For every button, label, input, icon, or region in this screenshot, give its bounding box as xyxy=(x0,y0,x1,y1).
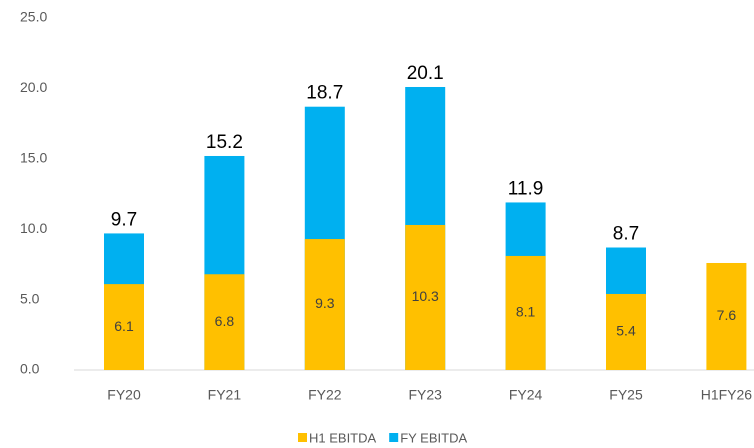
x-tick-label: FY22 xyxy=(308,387,342,403)
bar xyxy=(204,274,245,370)
value-label: 10.3 xyxy=(412,288,439,304)
y-tick-label: 10.0 xyxy=(20,220,47,236)
x-tick-label: H1FY26 xyxy=(701,387,753,403)
value-label: 6.1 xyxy=(114,318,134,334)
value-label: 20.1 xyxy=(407,63,444,84)
value-label: 6.8 xyxy=(215,313,235,329)
value-label: 8.7 xyxy=(613,224,639,245)
legend-swatch xyxy=(298,433,307,442)
x-tick-label: FY21 xyxy=(208,387,242,403)
value-label: 18.7 xyxy=(306,83,343,104)
value-label: 8.1 xyxy=(516,304,536,320)
bar xyxy=(505,255,546,370)
value-label: 7.6 xyxy=(717,307,737,323)
x-tick-label: FY20 xyxy=(107,387,141,403)
bar xyxy=(104,284,144,370)
x-tick-label: FY25 xyxy=(609,387,643,403)
y-tick-label: 0.0 xyxy=(20,361,40,377)
legend-swatch xyxy=(389,433,399,442)
bar xyxy=(405,224,446,370)
bar xyxy=(706,262,747,370)
legend-label: FY EBITDA xyxy=(400,430,467,445)
bar xyxy=(606,293,646,370)
value-label: 9.3 xyxy=(315,295,335,311)
bar xyxy=(304,239,345,370)
value-label: 9.7 xyxy=(111,209,137,230)
legend-label: H1 EBITDA xyxy=(309,430,377,445)
y-tick-label: 15.0 xyxy=(20,150,47,166)
value-label: 5.4 xyxy=(616,323,636,339)
value-label: 15.2 xyxy=(206,132,243,153)
y-tick-label: 5.0 xyxy=(20,290,40,306)
value-label: 11.9 xyxy=(508,178,544,199)
y-tick-label: 25.0 xyxy=(20,9,47,25)
y-tick-label: 20.0 xyxy=(20,79,47,95)
x-tick-label: FY23 xyxy=(408,387,442,403)
x-tick-label: FY24 xyxy=(509,387,543,403)
